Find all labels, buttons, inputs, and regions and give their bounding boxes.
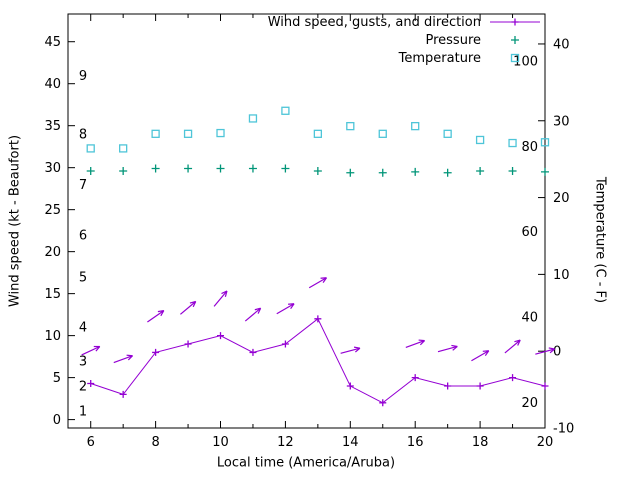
svg-text:9: 9	[79, 69, 87, 84]
legend: Wind speed, gusts, and direction Pressur…	[268, 13, 541, 67]
svg-text:0: 0	[553, 345, 561, 360]
wind-direction-arrows	[81, 277, 556, 364]
svg-text:14: 14	[342, 435, 359, 450]
svg-text:40: 40	[521, 311, 538, 326]
svg-text:10: 10	[553, 268, 570, 283]
svg-text:5: 5	[79, 270, 87, 285]
svg-text:5: 5	[53, 371, 61, 386]
right-axis-title: Temperature (C - F)	[592, 176, 608, 304]
svg-text:45: 45	[44, 35, 61, 50]
legend-entry-temperature: Temperature	[268, 49, 541, 67]
svg-text:60: 60	[521, 225, 538, 240]
svg-text:6: 6	[87, 435, 95, 450]
x-axis-title: Local time (America/Aruba)	[216, 455, 396, 471]
svg-text:4: 4	[79, 321, 87, 336]
svg-text:7: 7	[79, 178, 87, 193]
svg-text:12: 12	[277, 435, 294, 450]
svg-text:30: 30	[44, 161, 61, 176]
svg-text:30: 30	[553, 114, 570, 129]
svg-text:35: 35	[44, 119, 61, 134]
pressure-series	[86, 164, 549, 177]
svg-text:80: 80	[521, 140, 538, 155]
svg-text:8: 8	[79, 128, 87, 143]
svg-text:16: 16	[407, 435, 424, 450]
svg-text:20: 20	[553, 191, 570, 206]
legend-sample-temperature-icon	[510, 53, 520, 63]
legend-entry-wind: Wind speed, gusts, and direction	[268, 13, 541, 31]
legend-sample-pressure-icon	[511, 36, 519, 44]
svg-text:18: 18	[472, 435, 489, 450]
svg-text:40: 40	[553, 37, 570, 52]
svg-text:-10: -10	[553, 422, 574, 437]
svg-text:10: 10	[44, 329, 61, 344]
legend-label-pressure: Pressure	[425, 32, 481, 48]
svg-text:40: 40	[44, 77, 61, 92]
axes: 6 8 10 12 14 16 18 2005101520253035404512345678…	[44, 13, 574, 450]
svg-text:20: 20	[521, 396, 538, 411]
legend-label-wind: Wind speed, gusts, and direction	[267, 14, 481, 30]
svg-text:2: 2	[79, 380, 87, 395]
svg-text:20: 20	[44, 245, 61, 260]
svg-text:25: 25	[44, 203, 61, 218]
wind-speed-series	[87, 315, 549, 407]
svg-text:1: 1	[79, 405, 87, 420]
svg-text:0: 0	[53, 413, 61, 428]
legend-label-temperature: Temperature	[398, 50, 481, 66]
svg-text:100: 100	[513, 55, 538, 70]
svg-text:10: 10	[212, 435, 229, 450]
svg-text:15: 15	[44, 287, 61, 302]
svg-text:3: 3	[79, 354, 87, 369]
legend-sample-wind-icon	[490, 18, 540, 26]
svg-text:6: 6	[79, 228, 87, 243]
svg-text:8: 8	[151, 435, 159, 450]
left-axis-title: Wind speed (kt - Beaufort)	[7, 134, 23, 308]
svg-text:20: 20	[537, 435, 554, 450]
temperature-series	[86, 106, 550, 153]
legend-entry-pressure: Pressure	[268, 31, 541, 49]
